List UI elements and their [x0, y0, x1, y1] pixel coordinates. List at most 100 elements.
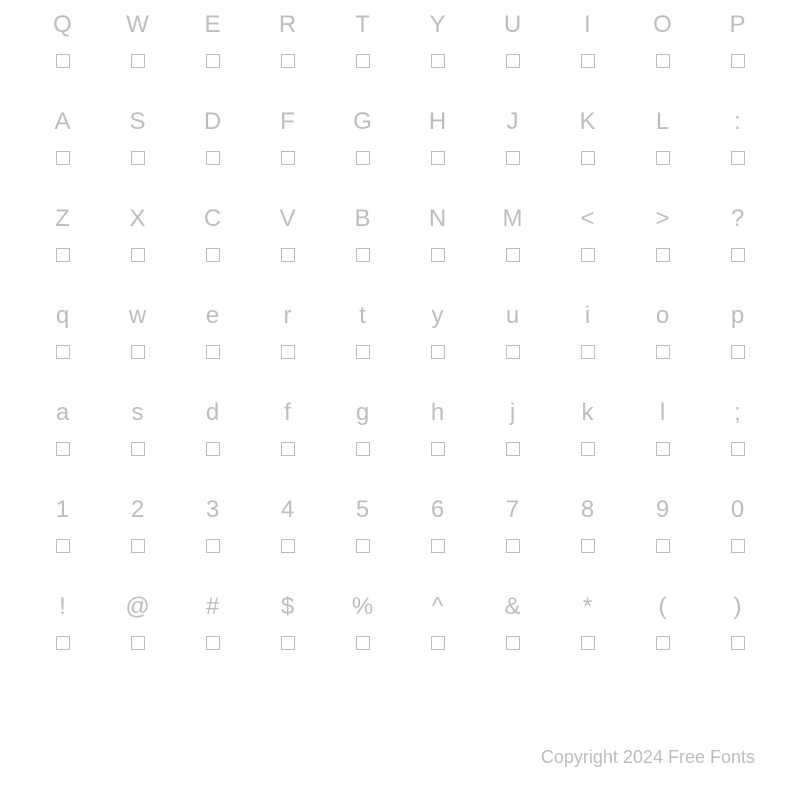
char-cell: B [325, 194, 400, 291]
char-glyph: > [655, 194, 669, 244]
char-cell: g [325, 388, 400, 485]
char-glyph: P [729, 0, 745, 50]
placeholder-box [731, 636, 745, 650]
placeholder-box [131, 54, 145, 68]
placeholder-box [281, 248, 295, 262]
char-cell: O [625, 0, 700, 97]
char-glyph: ? [731, 194, 744, 244]
char-cell: A [25, 97, 100, 194]
char-glyph: % [352, 582, 373, 632]
placeholder-box [131, 248, 145, 262]
char-glyph: Q [53, 0, 72, 50]
char-cell: # [175, 582, 250, 679]
placeholder-box [206, 442, 220, 456]
placeholder-box [431, 151, 445, 165]
char-glyph: B [354, 194, 370, 244]
char-cell: % [325, 582, 400, 679]
char-cell: Q [25, 0, 100, 97]
char-glyph: y [432, 291, 444, 341]
placeholder-box [506, 636, 520, 650]
placeholder-box [731, 539, 745, 553]
placeholder-box [506, 54, 520, 68]
char-cell: Z [25, 194, 100, 291]
char-cell: M [475, 194, 550, 291]
char-cell: ! [25, 582, 100, 679]
char-cell: 9 [625, 485, 700, 582]
char-cell: @ [100, 582, 175, 679]
placeholder-box [506, 248, 520, 262]
char-cell: P [700, 0, 775, 97]
char-glyph: D [204, 97, 221, 147]
char-cell: k [550, 388, 625, 485]
char-cell: 0 [700, 485, 775, 582]
char-glyph: 2 [131, 485, 144, 535]
placeholder-box [206, 248, 220, 262]
char-cell: h [400, 388, 475, 485]
char-cell: 5 [325, 485, 400, 582]
char-cell: y [400, 291, 475, 388]
placeholder-box [206, 539, 220, 553]
char-glyph: e [206, 291, 219, 341]
placeholder-box [281, 442, 295, 456]
char-glyph: 0 [731, 485, 744, 535]
char-cell: C [175, 194, 250, 291]
char-cell: 3 [175, 485, 250, 582]
char-cell: 4 [250, 485, 325, 582]
char-glyph: F [280, 97, 295, 147]
placeholder-box [731, 248, 745, 262]
placeholder-box [581, 151, 595, 165]
placeholder-box [656, 539, 670, 553]
char-cell: Y [400, 0, 475, 97]
char-glyph: j [510, 388, 515, 438]
placeholder-box [656, 345, 670, 359]
char-cell: r [250, 291, 325, 388]
char-cell: p [700, 291, 775, 388]
char-glyph: l [660, 388, 665, 438]
char-cell: t [325, 291, 400, 388]
char-cell: : [700, 97, 775, 194]
placeholder-box [356, 54, 370, 68]
char-glyph: i [585, 291, 590, 341]
char-glyph: Z [55, 194, 70, 244]
placeholder-box [731, 54, 745, 68]
placeholder-box [431, 248, 445, 262]
placeholder-box [731, 151, 745, 165]
char-glyph: 4 [281, 485, 294, 535]
placeholder-box [431, 345, 445, 359]
placeholder-box [581, 636, 595, 650]
char-cell: $ [250, 582, 325, 679]
char-glyph: 3 [206, 485, 219, 535]
character-grid: QWERTYUIOPASDFGHJKL:ZXCVBNM<>?qwertyuiop… [25, 0, 775, 679]
char-cell: X [100, 194, 175, 291]
char-cell: G [325, 97, 400, 194]
placeholder-box [281, 54, 295, 68]
placeholder-box [356, 248, 370, 262]
char-glyph: V [279, 194, 295, 244]
char-cell: H [400, 97, 475, 194]
char-glyph: : [734, 97, 741, 147]
char-cell: 2 [100, 485, 175, 582]
char-glyph: M [503, 194, 523, 244]
char-glyph: K [579, 97, 595, 147]
char-glyph: $ [281, 582, 294, 632]
char-cell: a [25, 388, 100, 485]
placeholder-box [656, 54, 670, 68]
placeholder-box [56, 636, 70, 650]
placeholder-box [431, 54, 445, 68]
placeholder-box [131, 442, 145, 456]
char-glyph: u [506, 291, 519, 341]
placeholder-box [206, 151, 220, 165]
placeholder-box [581, 345, 595, 359]
char-cell: u [475, 291, 550, 388]
placeholder-box [581, 539, 595, 553]
char-glyph: a [56, 388, 69, 438]
char-glyph: U [504, 0, 521, 50]
placeholder-box [431, 442, 445, 456]
char-glyph: q [56, 291, 69, 341]
char-cell: ) [700, 582, 775, 679]
char-glyph: d [206, 388, 219, 438]
char-glyph: H [429, 97, 446, 147]
char-cell: > [625, 194, 700, 291]
char-glyph: ^ [432, 582, 443, 632]
char-glyph: A [54, 97, 70, 147]
